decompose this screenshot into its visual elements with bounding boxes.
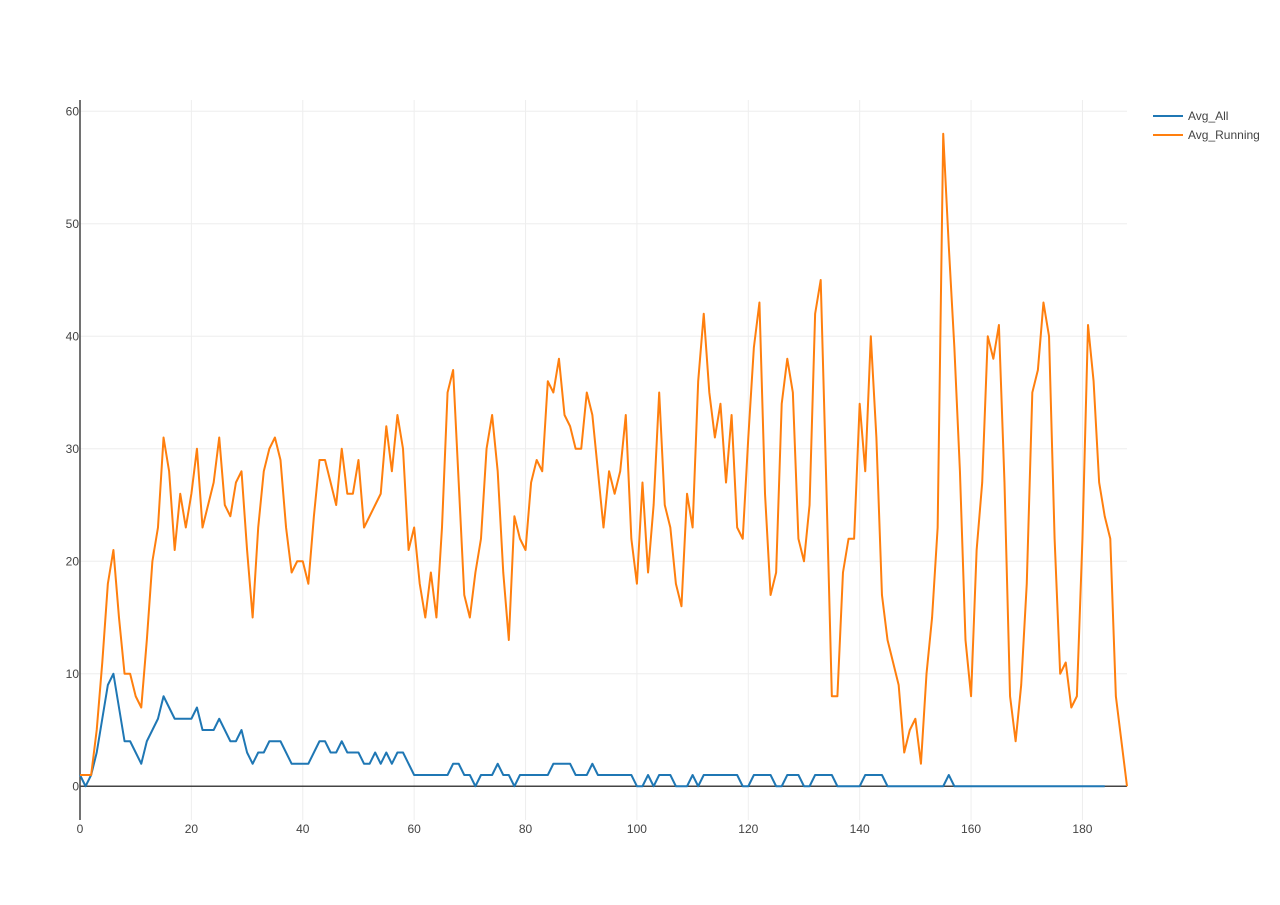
series-line-avg-all <box>79 672 1105 788</box>
legend-swatch-avg-all <box>1153 114 1183 117</box>
y-tick-label: 50 <box>66 217 80 231</box>
y-tick-label: 40 <box>66 329 80 343</box>
legend-swatch-avg-running <box>1153 133 1183 136</box>
x-tick-label: 0 <box>77 822 84 836</box>
y-tick-label: 10 <box>66 667 80 681</box>
y-tick-label: 60 <box>66 104 80 118</box>
axes: 0 20 40 60 80 100 120 140 160 180 0 10 20 30 40 50 60 <box>66 100 1127 836</box>
legend-item-avg-all[interactable]: Avg_All <box>1153 106 1260 125</box>
y-tick-label: 20 <box>66 554 80 568</box>
grid <box>80 100 1127 820</box>
series-lines <box>79 132 1128 788</box>
series-line-avg-running <box>80 132 1128 787</box>
x-tick-label: 40 <box>296 822 310 836</box>
x-tick-label: 120 <box>738 822 758 836</box>
x-tick-label: 140 <box>850 822 870 836</box>
x-tick-label: 100 <box>627 822 647 836</box>
y-tick-label: 0 <box>72 779 79 793</box>
legend-item-avg-running[interactable]: Avg_Running <box>1153 125 1260 144</box>
y-tick-label: 30 <box>66 442 80 456</box>
x-tick-label: 20 <box>185 822 199 836</box>
legend-label-avg-running: Avg_Running <box>1188 127 1260 142</box>
x-tick-label: 160 <box>961 822 981 836</box>
legend[interactable]: Avg_All Avg_Running <box>1153 106 1260 144</box>
x-tick-label: 80 <box>519 822 533 836</box>
x-tick-label: 60 <box>407 822 421 836</box>
x-tick-label: 180 <box>1072 822 1092 836</box>
legend-label-avg-all: Avg_All <box>1188 108 1229 123</box>
